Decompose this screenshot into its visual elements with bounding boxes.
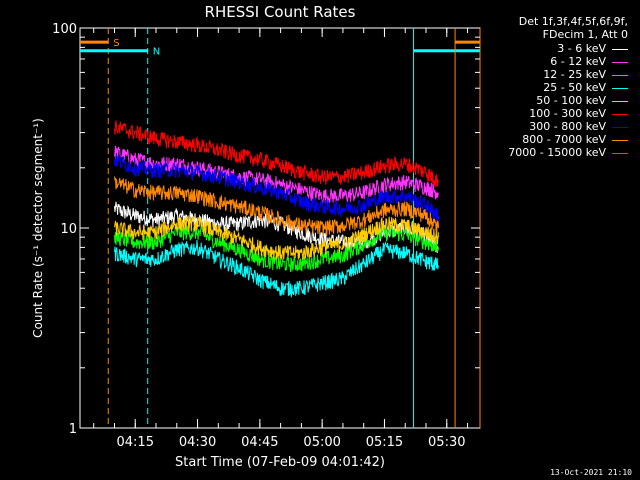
legend-header: Det 1f,3f,4f,5f,6f,9f, FDecim 1, Att 0 <box>519 15 628 41</box>
x-tick-label: 04:15 <box>117 435 154 450</box>
chart-title: RHESSI Count Rates <box>205 3 356 21</box>
legend-label: 100 - 300 keV <box>529 107 606 120</box>
legend-entry: 12 - 25 keV <box>543 68 628 81</box>
x-tick-label: 04:45 <box>241 435 278 450</box>
y-axis-label: Count Rate (s⁻¹ detector segment⁻¹) <box>31 118 45 338</box>
legend-swatch <box>612 113 628 115</box>
annotation-label: N <box>153 47 160 58</box>
x-tick-label: 05:30 <box>428 435 465 450</box>
series-line <box>114 224 439 272</box>
legend-label: 12 - 25 keV <box>543 68 606 81</box>
legend-entry: 7000 - 15000 keV <box>508 146 628 159</box>
legend-swatch <box>612 87 628 89</box>
legend-header-line: FDecim 1, Att 0 <box>542 28 628 41</box>
legend-swatch <box>612 74 628 76</box>
series-line <box>114 239 439 298</box>
legend-entry: 3 - 6 keV <box>557 42 628 55</box>
legend-label: 50 - 100 keV <box>536 94 606 107</box>
series-line <box>114 214 439 260</box>
x-axis-label: Start Time (07-Feb-09 04:01:42) <box>175 455 385 470</box>
y-tick-label: 100 <box>52 22 77 37</box>
legend-label: 800 - 7000 keV <box>522 133 606 146</box>
legend-entry: 25 - 50 keV <box>543 81 628 94</box>
legend-header-line: Det 1f,3f,4f,5f,6f,9f, <box>518 15 628 28</box>
legend-swatch <box>612 139 628 141</box>
y-tick-label: 1 <box>69 422 77 437</box>
axes: 1 10 100 04:15 04:30 04:45 05:00 05:15 05:30 <box>52 22 480 450</box>
legend-entry: 100 - 300 keV <box>529 107 628 120</box>
series-line <box>114 153 439 224</box>
legend-label: 6 - 12 keV <box>550 55 606 68</box>
x-tick-label: 04:30 <box>179 435 216 450</box>
legend-swatch <box>612 48 628 50</box>
legend-entry: 300 - 800 keV <box>529 120 628 133</box>
legend-entry: 6 - 12 keV <box>550 55 628 68</box>
annotation-label: S <box>113 38 119 49</box>
legend-label: 7000 - 15000 keV <box>508 146 606 159</box>
legend-entry: 800 - 7000 keV <box>522 133 628 146</box>
legend-swatch <box>612 100 628 102</box>
legend-label: 25 - 50 keV <box>543 81 606 94</box>
plot-marks: SN <box>80 28 481 428</box>
legend-swatch <box>612 126 628 128</box>
x-tick-label: 05:15 <box>366 435 403 450</box>
legend-swatch <box>612 152 628 154</box>
timestamp-footer: 13-Oct-2021 21:10 <box>550 468 632 477</box>
legend-entry: 50 - 100 keV <box>536 94 628 107</box>
legend-swatch <box>612 61 628 63</box>
series-line <box>114 120 439 188</box>
x-tick-label: 05:00 <box>303 435 340 450</box>
legend-label: 3 - 6 keV <box>557 42 606 55</box>
y-tick-label: 10 <box>60 222 77 237</box>
legend-label: 300 - 800 keV <box>529 120 606 133</box>
series-line <box>114 176 439 237</box>
